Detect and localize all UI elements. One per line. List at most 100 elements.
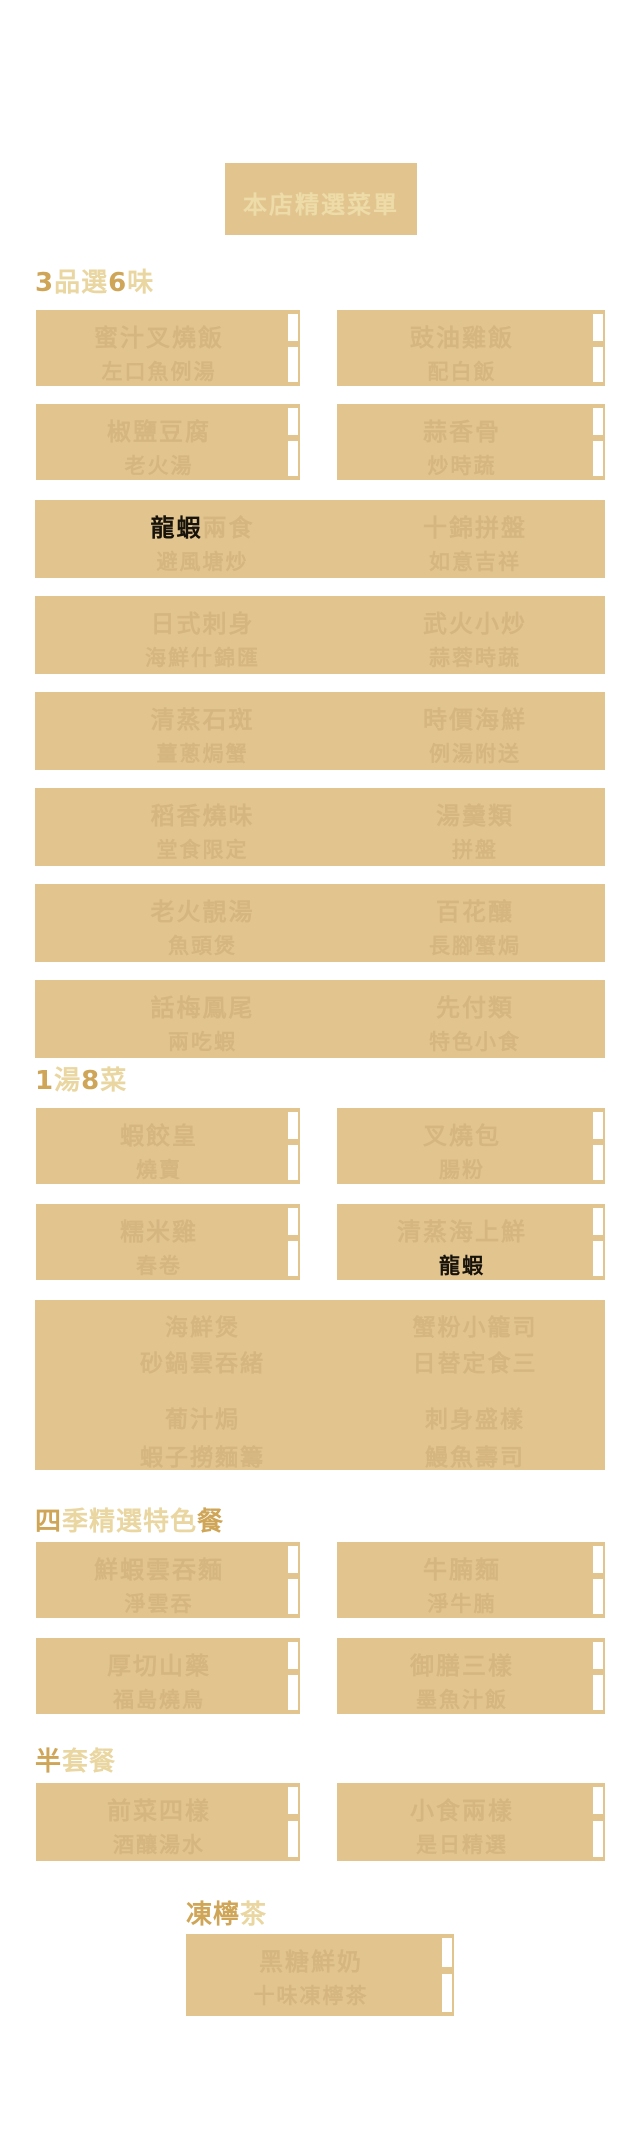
menu-card[interactable]: 前菜四樣 酒釀湯水	[36, 1783, 300, 1861]
dish-subtitle: 拼盤	[452, 838, 498, 862]
scrollbar[interactable]	[593, 1112, 603, 1180]
dish-name: 蟹粉小籠司	[412, 1315, 538, 1341]
banner-left-column: 話梅鳳尾 兩吃蝦	[75, 980, 330, 1058]
header-1-seg-3: 6	[108, 268, 128, 298]
scrollbar[interactable]	[288, 1642, 298, 1710]
scrollbar[interactable]	[593, 314, 603, 382]
page-title: 本店精選菜單	[243, 191, 399, 219]
scrollbar[interactable]	[593, 1787, 603, 1857]
banner-right-column: 百花釀 長腳蟹焗	[365, 884, 585, 962]
menu-card[interactable]: 小食兩樣 是日精選	[337, 1783, 605, 1861]
scrollbar[interactable]	[288, 1208, 298, 1276]
dish-subtitle: 蒜蓉時蔬	[429, 646, 521, 670]
scrollbar-thumb[interactable]	[288, 434, 298, 442]
dish-name: 糯米雞	[120, 1218, 198, 1246]
header-1-seg-2: 品選	[54, 268, 109, 298]
scrollbar-thumb[interactable]	[288, 1814, 298, 1822]
scrollbar[interactable]	[442, 1938, 452, 2012]
scrollbar-thumb[interactable]	[593, 1572, 603, 1580]
scrollbar[interactable]	[288, 1787, 298, 1857]
dish-name: 葡汁焗	[165, 1407, 240, 1433]
dish-name: 椒鹽豆腐	[107, 418, 211, 446]
section-header-seasonal: 四季精選特色餐	[35, 1501, 224, 1538]
header-2-seg-1: 1	[35, 1066, 55, 1096]
banner-right-column: 武火小炒 蒜蓉時蔬	[365, 596, 585, 674]
scrollbar-thumb[interactable]	[593, 1138, 603, 1146]
dish-name: 刺身盛樣	[425, 1407, 525, 1433]
scrollbar-thumb[interactable]	[593, 1668, 603, 1676]
scrollbar[interactable]	[593, 1546, 603, 1614]
scrollbar[interactable]	[593, 408, 603, 476]
dish-name: 稻香燒味	[150, 802, 255, 830]
header-5-seg-1: 凍檸	[186, 1900, 241, 1930]
scrollbar-thumb[interactable]	[593, 434, 603, 442]
dish-subtitle: 炒時蔬	[427, 454, 497, 478]
scrollbar[interactable]	[593, 1642, 603, 1710]
header-4-seg-1: 半	[35, 1747, 63, 1777]
dish-name: 百花釀	[436, 898, 514, 926]
dish-subtitle: 堂食限定	[156, 838, 249, 862]
menu-banner-row[interactable]: 稻香燒味 堂食限定 湯羹類 拼盤	[35, 788, 605, 866]
scrollbar[interactable]	[288, 408, 298, 476]
scrollbar[interactable]	[288, 314, 298, 382]
banner-left-column: 老火靚湯 魚頭煲	[75, 884, 330, 962]
dish-subtitle: 左口魚例湯	[101, 360, 217, 384]
section-header-soup-dishes: 1湯8菜	[35, 1060, 127, 1097]
dish-subtitle: 薑蔥焗蟹	[156, 742, 249, 766]
dish-name: 日式刺身	[150, 610, 255, 638]
title-banner: 本店精選菜單	[225, 163, 417, 235]
menu-card[interactable]: 御膳三樣 墨魚汁飯	[337, 1638, 605, 1714]
dish-name: 蒜香骨	[423, 418, 501, 446]
dish-name: 鮮蝦雲吞麵	[94, 1556, 224, 1584]
menu-card[interactable]: 厚切山藥 福島燒鳥	[36, 1638, 300, 1714]
scrollbar-thumb[interactable]	[442, 1966, 452, 1975]
menu-card[interactable]: 牛腩麵 淨牛腩	[337, 1542, 605, 1618]
menu-card[interactable]: 糯米雞 春卷	[36, 1204, 300, 1280]
scrollbar-thumb[interactable]	[288, 1668, 298, 1676]
dish-name: 蝦子撈麵籌	[140, 1445, 265, 1471]
menu-card[interactable]: 蜜汁叉燒飯 左口魚例湯	[36, 310, 300, 386]
dish-name: 厚切山藥	[107, 1652, 211, 1680]
dish-name: 黑糖鮮奶	[259, 1948, 363, 1976]
banner-right-column: 十錦拼盤 如意吉祥	[365, 500, 585, 578]
header-3-seg-1: 四	[35, 1507, 63, 1537]
scrollbar-thumb[interactable]	[288, 1138, 298, 1146]
combo-menu-panel[interactable]: 海鮮煲 砂鍋雲吞緒 葡汁焗 蝦子撈麵籌 蟹粉小籠司 日替定食三 刺身盛樣 鰻魚壽…	[35, 1300, 605, 1471]
dish-name-rest: 兩食	[202, 514, 255, 542]
menu-banner-row[interactable]: 清蒸石斑 薑蔥焗蟹 時價海鮮 例湯附送	[35, 692, 605, 770]
scrollbar[interactable]	[288, 1112, 298, 1180]
menu-card[interactable]: 叉燒包 腸粉	[337, 1108, 605, 1184]
scrollbar-thumb[interactable]	[593, 340, 603, 348]
menu-banner-row[interactable]: 老火靚湯 魚頭煲 百花釀 長腳蟹焗	[35, 884, 605, 962]
scrollbar[interactable]	[288, 1546, 298, 1614]
menu-card[interactable]: 蒜香骨 炒時蔬	[337, 404, 605, 480]
menu-banner-row[interactable]: 日式刺身 海鮮什錦匯 武火小炒 蒜蓉時蔬	[35, 596, 605, 674]
header-4-seg-2: 套餐	[62, 1747, 117, 1777]
menu-banner-row[interactable]: 龍蝦兩食 避風塘炒 十錦拼盤 如意吉祥	[35, 500, 605, 578]
dish-subtitle: 海鮮什錦匯	[145, 646, 260, 670]
banner-left-column: 清蒸石斑 薑蔥焗蟹	[75, 692, 330, 770]
dish-subtitle: 十味凍檸茶	[253, 1984, 369, 2008]
dish-subtitle: 魚頭煲	[168, 934, 237, 958]
header-2-seg-4: 菜	[100, 1066, 128, 1096]
menu-card[interactable]: 豉油雞飯 配白飯	[337, 310, 605, 386]
scrollbar-thumb[interactable]	[288, 340, 298, 348]
menu-card[interactable]: 蝦餃皇 燒賣	[36, 1108, 300, 1184]
scrollbar-thumb[interactable]	[593, 1814, 603, 1822]
scrollbar-thumb[interactable]	[593, 1234, 603, 1242]
scrollbar[interactable]	[593, 1208, 603, 1276]
menu-card[interactable]: 椒鹽豆腐 老火湯	[36, 404, 300, 480]
dish-name: 清蒸石斑	[150, 706, 255, 734]
dish-name: 話梅鳳尾	[150, 994, 255, 1022]
menu-banner-row[interactable]: 話梅鳳尾 兩吃蝦 先付類 特色小食	[35, 980, 605, 1058]
banner-right-column: 時價海鮮 例湯附送	[365, 692, 585, 770]
dish-name: 十錦拼盤	[423, 514, 527, 542]
scrollbar-thumb[interactable]	[288, 1234, 298, 1242]
dish-name: 小食兩樣	[410, 1797, 514, 1825]
menu-card[interactable]: 鮮蝦雲吞麵 淨雲吞	[36, 1542, 300, 1618]
dish-subtitle: 墨魚汁飯	[416, 1688, 508, 1712]
menu-card[interactable]: 清蒸海上鮮 龍蝦	[337, 1204, 605, 1280]
dish-subtitle: 長腳蟹焗	[429, 934, 521, 958]
menu-card[interactable]: 黑糖鮮奶 十味凍檸茶	[186, 1934, 454, 2016]
scrollbar-thumb[interactable]	[288, 1572, 298, 1580]
